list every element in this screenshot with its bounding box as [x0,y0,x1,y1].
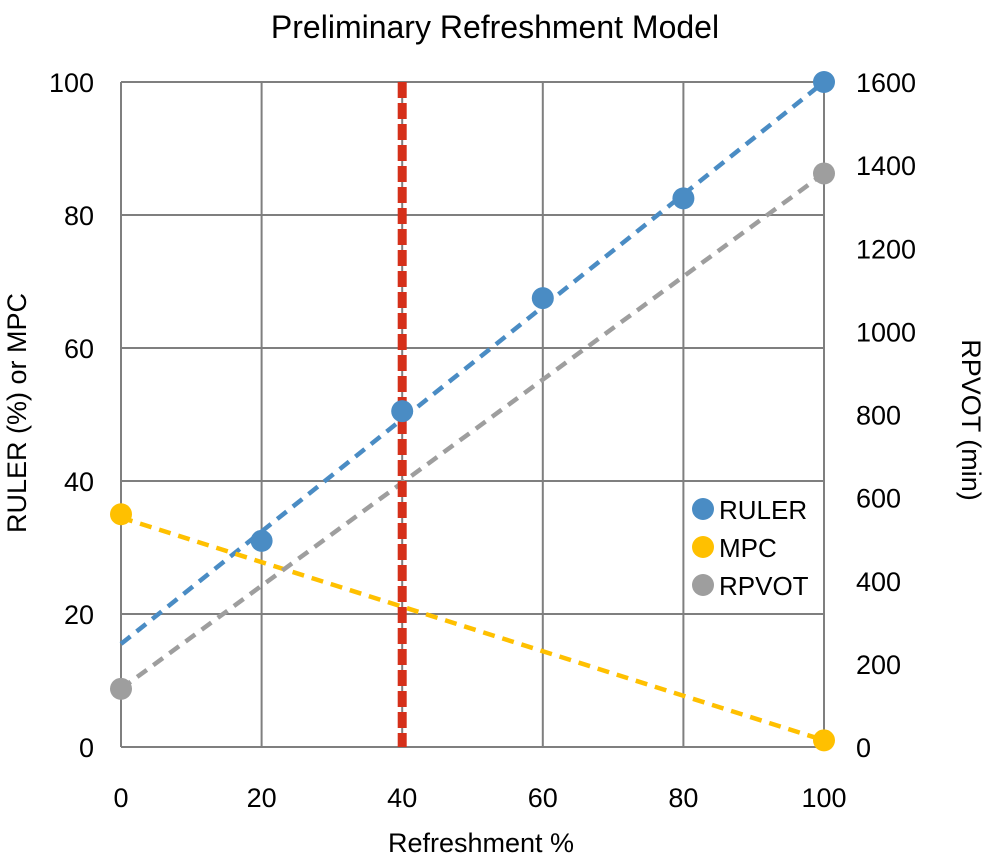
legend-label-mpc: MPC [719,533,777,563]
data-point-ruler [531,287,554,310]
y-tick-label-left: 80 [64,201,94,231]
chart-title: Preliminary Refreshment Model [271,9,719,45]
y-tick-label-left: 40 [64,467,94,497]
legend-marker-rpvot [692,574,714,596]
trend-line-ruler [119,80,826,646]
legend-label-ruler: RULER [719,495,807,525]
grid [120,81,825,748]
y-tick-label-left: 0 [79,733,94,763]
y-tick-label-right: 800 [856,401,901,431]
y-tick-label-right: 600 [856,484,901,514]
y-axis-label-right: RPVOT (min) [956,339,986,501]
y-tick-label-right: 1200 [856,234,916,264]
tick-labels: 0 20 40 60 80 1000204060801000200400600800100… [49,68,916,813]
y-tick-label-right: 200 [856,650,901,680]
trend-line-mpc [120,515,825,743]
data-point-ruler [391,400,414,423]
y-tick-label-left: 20 [64,600,94,630]
y-tick-label-left: 60 [64,334,94,364]
y-tick-label-right: 1000 [856,317,916,347]
y-tick-label-right: 0 [856,733,871,763]
x-tick-label: 20 [247,783,277,813]
y-tick-label-right: 1400 [856,151,916,181]
y-axis-label-left: RULER (%) or MPC [2,293,32,533]
x-tick-label: 40 [387,783,417,813]
x-axis-label: Refreshment % [388,828,574,858]
y-tick-label-left: 100 [49,68,94,98]
data-point-ruler [250,529,273,552]
data-point-rpvot [110,677,132,700]
data-point-ruler [813,71,835,93]
x-tick-label: 0 [113,783,128,813]
legend-marker-mpc [692,536,714,558]
data-point-mpc [110,503,132,526]
x-tick-label: 100 [801,783,846,813]
trend-lines [119,80,826,743]
y-tick-label-right: 1600 [856,68,916,98]
data-point-mpc [813,729,835,752]
legend: RULER MPC RPVOT [685,488,815,606]
x-tick-label: 80 [668,783,698,813]
data-points [110,71,835,752]
x-tick-label: 60 [528,783,558,813]
trend-line-rpvot [119,171,826,691]
legend-label-rpvot: RPVOT [719,571,809,601]
y-tick-label-right: 400 [856,567,901,597]
data-point-rpvot [813,162,835,185]
data-point-ruler [672,187,695,210]
legend-marker-ruler [692,498,714,520]
